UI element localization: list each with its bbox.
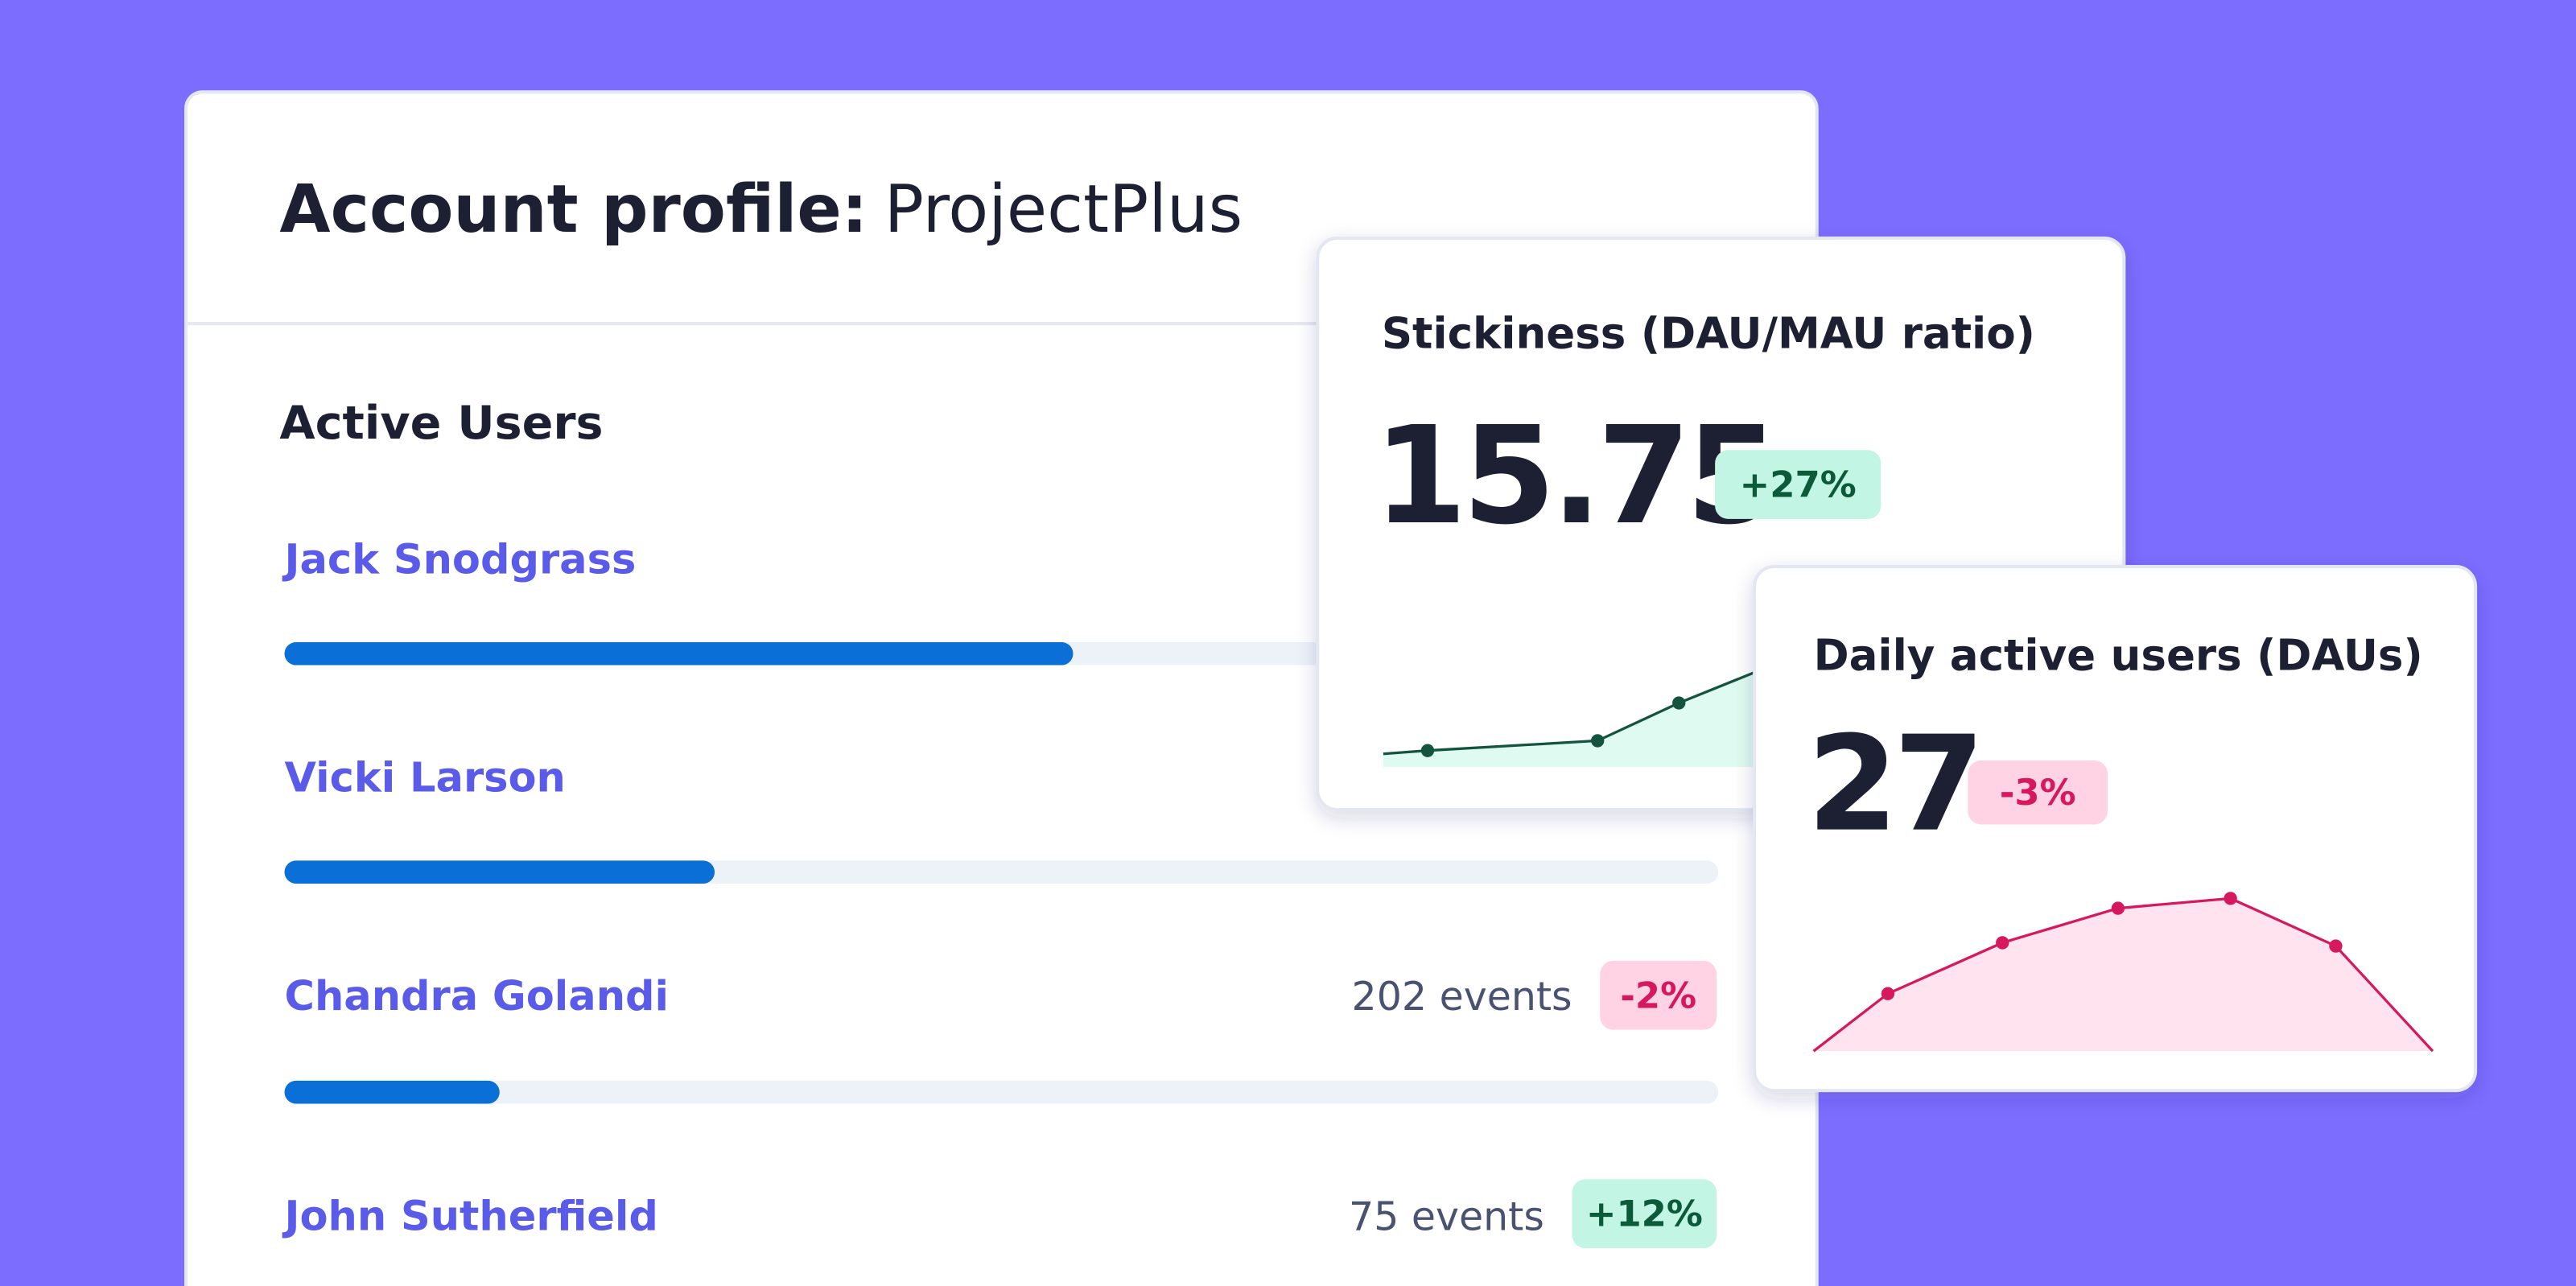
user-name: Jack Snodgrass xyxy=(282,536,637,583)
sparkline-area xyxy=(1383,670,1761,768)
metric-value: 15.75 xyxy=(1374,398,1775,554)
progress-track xyxy=(284,1080,1719,1104)
progress-fill xyxy=(284,860,715,884)
sparkline-point xyxy=(2111,901,2125,915)
badge xyxy=(1572,1179,1717,1249)
sparkline-point xyxy=(1420,744,1435,757)
sparkline-point xyxy=(2224,892,2237,905)
sparkline-point xyxy=(1881,987,1895,1000)
title-name: ProjectPlus xyxy=(884,171,1243,248)
sparkline-point xyxy=(2329,939,2343,953)
metric-value: 27 xyxy=(1807,707,1980,861)
progress-fill xyxy=(284,641,1074,666)
card-title: Daily active users (DAUs) xyxy=(1814,631,2423,681)
title-bold: Account profile: xyxy=(279,171,868,248)
badge-text: -2% xyxy=(1620,974,1696,1016)
user-name: John Sutherfield xyxy=(282,1193,658,1241)
event-count: 75 events xyxy=(1349,1194,1544,1240)
card-title: Stickiness (DAU/MAU ratio) xyxy=(1382,309,2035,359)
dau-card: Daily active users (DAUs) 27 -3% xyxy=(1753,565,2478,1093)
sparkline-point xyxy=(1591,734,1605,748)
page-title: Account profile: ProjectPlus xyxy=(279,171,1243,248)
badge-text: +12% xyxy=(1586,1193,1703,1235)
sparkline-point xyxy=(1996,936,2009,950)
event-count: 202 events xyxy=(1352,974,1572,1020)
section-title: Active Users xyxy=(279,397,603,450)
badge xyxy=(1715,450,1882,519)
sparkline-point xyxy=(1672,696,1686,710)
badge-text: +27% xyxy=(1740,464,1857,506)
progress-fill xyxy=(284,1080,500,1104)
user-name: Chandra Golandi xyxy=(285,973,670,1020)
badge xyxy=(1600,960,1717,1030)
sparkline-area xyxy=(1813,898,2433,1052)
badge-text: -3% xyxy=(2000,771,2076,814)
sparkline xyxy=(1812,892,2434,1053)
user-name: Vicki Larson xyxy=(285,755,566,802)
badge xyxy=(1968,760,2108,825)
